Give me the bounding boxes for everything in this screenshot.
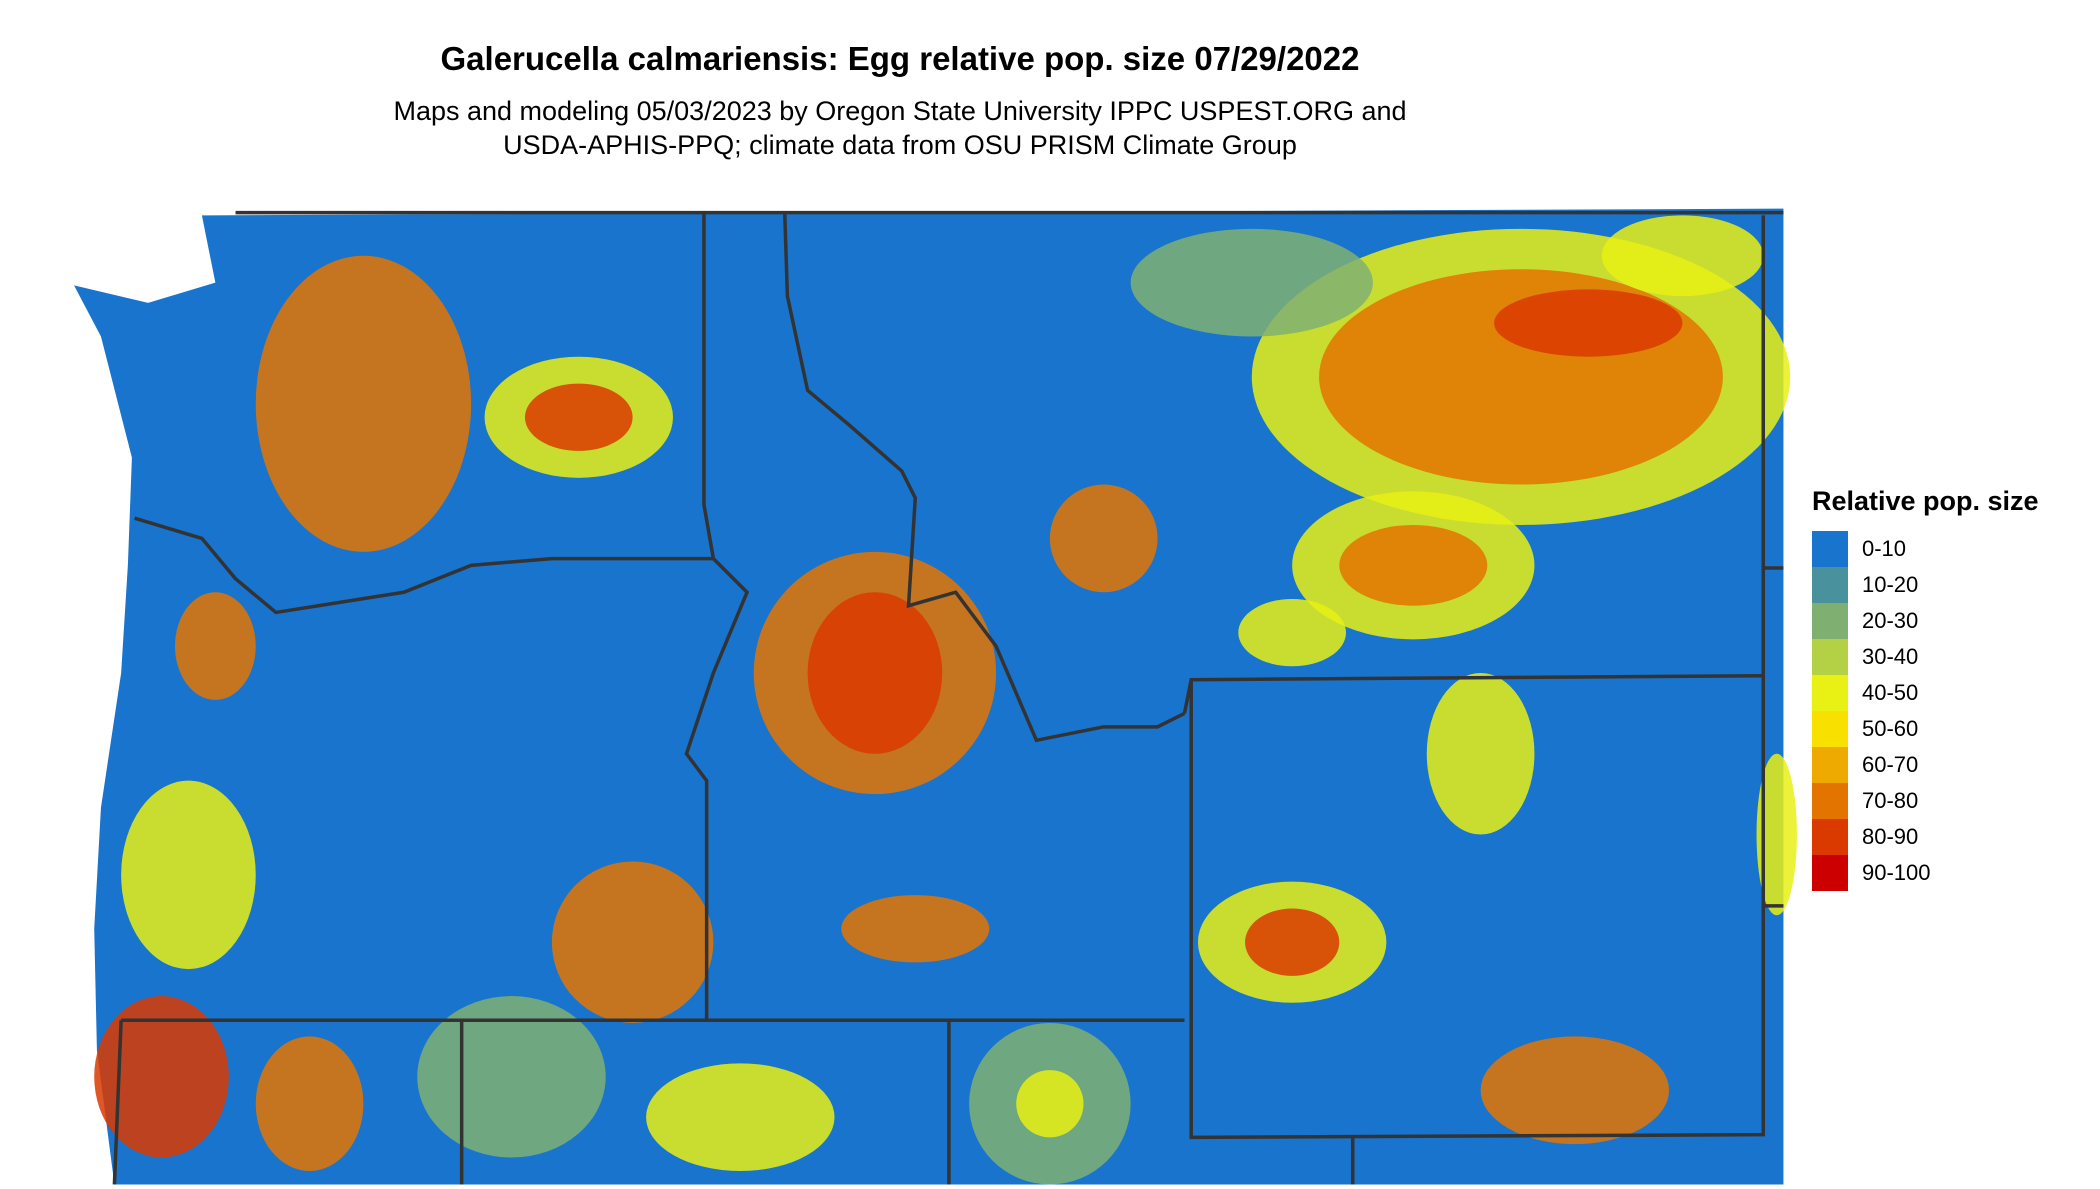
hotspot-blob	[1339, 524, 1488, 606]
legend-swatch	[1812, 567, 1848, 603]
legend-label: 40-50	[1862, 680, 1919, 705]
legend-swatch	[1812, 855, 1848, 891]
state-border-line	[134, 516, 714, 615]
legend-label: 20-30	[1862, 608, 1919, 633]
state-border-line	[684, 557, 750, 1021]
hotspot-blob	[1426, 673, 1535, 835]
map-subtitle-line-2: USDA-APHIS-PPQ; climate data from OSU PR…	[503, 130, 1297, 160]
legend-item: 30-40	[1812, 639, 2039, 675]
hotspot-blob	[807, 592, 943, 754]
legend-item: 40-50	[1812, 675, 2039, 711]
hotspot-blob	[94, 996, 229, 1158]
legend-label: 50-60	[1862, 716, 1919, 741]
legend: Relative pop. size 0-10 10-20 20-30 30-40 40…	[1812, 486, 2039, 891]
hotspot-blob	[1049, 484, 1158, 593]
legend-item: 50-60	[1812, 711, 2039, 747]
hotspot-blob	[255, 1036, 364, 1172]
legend-swatch	[1812, 747, 1848, 783]
hotspot-blob	[646, 1063, 835, 1172]
legend-label: 60-70	[1862, 752, 1919, 777]
hotspot-blob	[1130, 228, 1373, 337]
legend-item: 0-10	[1812, 531, 2039, 567]
hotspot-blob	[841, 895, 990, 963]
legend-swatch	[1812, 531, 1848, 567]
legend-swatch	[1812, 711, 1848, 747]
hotspot-blob	[1494, 289, 1683, 357]
hotspot-blob	[1238, 598, 1347, 667]
map-subtitle-line-1: Maps and modeling 05/03/2023 by Oregon S…	[393, 96, 1407, 126]
hotspot-blob	[1016, 1070, 1084, 1138]
legend-label: 80-90	[1862, 824, 1919, 849]
population-hotspots	[94, 215, 1797, 1185]
hotspot-blob	[1245, 908, 1340, 976]
legend-item: 20-30	[1812, 603, 2039, 639]
hotspot-blob	[1480, 1036, 1670, 1145]
state-border-line	[782, 212, 1186, 743]
state-borders	[112, 210, 1784, 1185]
state-border-line	[702, 212, 716, 559]
state-border-line	[112, 1020, 123, 1185]
legend-swatch	[1812, 675, 1848, 711]
legend-item: 90-100	[1812, 855, 2039, 891]
legend-label: 70-80	[1862, 788, 1919, 813]
legend-title: Relative pop. size	[1812, 486, 2039, 516]
legend-swatch	[1812, 603, 1848, 639]
legend-label: 0-10	[1862, 536, 1907, 561]
hotspot-blob	[174, 592, 256, 700]
legend-item: 10-20	[1812, 567, 2039, 603]
legend-label: 30-40	[1862, 644, 1919, 669]
hotspot-blob	[524, 383, 633, 451]
legend-swatch	[1812, 783, 1848, 819]
hotspot-blob	[551, 861, 714, 1023]
hotspot-blob	[417, 996, 606, 1158]
legend-item: 70-80	[1812, 783, 2039, 819]
hotspot-blob	[1601, 215, 1764, 297]
legend-label: 10-20	[1862, 572, 1919, 597]
legend-swatch	[1812, 819, 1848, 855]
hotspot-blob	[1756, 753, 1797, 916]
state-border-line	[1189, 215, 1766, 1140]
legend-item: 80-90	[1812, 819, 2039, 855]
hotspot-blob	[121, 780, 256, 970]
map-title: Galerucella calmariensis: Egg relative p…	[440, 40, 1360, 77]
legend-swatch	[1812, 639, 1848, 675]
legend-label: 90-100	[1862, 860, 1931, 885]
legend-item: 60-70	[1812, 747, 2039, 783]
hotspot-blob	[255, 255, 472, 552]
